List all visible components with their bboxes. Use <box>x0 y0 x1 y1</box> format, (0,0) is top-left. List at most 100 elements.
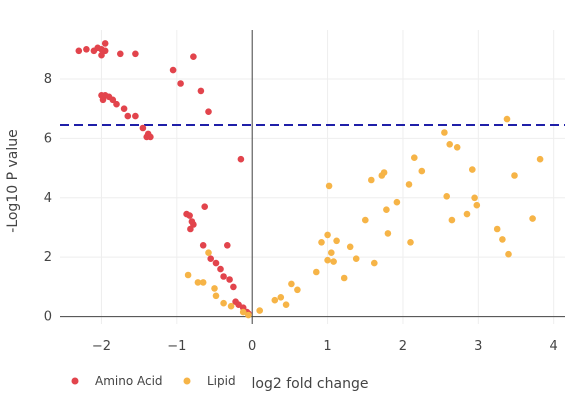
data-point <box>448 216 456 224</box>
x-tick-label: 3 <box>474 339 482 354</box>
y-tick-label: 8 <box>44 72 52 87</box>
x-tick-label: 4 <box>550 339 558 354</box>
tick-labels: −2 −1 0 1 2 3 4 0 2 4 6 8 <box>44 72 558 354</box>
data-point <box>101 47 109 55</box>
data-point <box>132 50 139 58</box>
data-point <box>211 285 218 292</box>
x-tick-label: −1 <box>167 339 186 354</box>
legend: Amino Acid Lipid <box>71 374 236 388</box>
data-point <box>205 108 212 115</box>
series-lipid <box>184 115 544 319</box>
data-point <box>294 286 301 294</box>
data-point <box>207 255 214 262</box>
y-tick-label: 4 <box>44 191 52 206</box>
data-point <box>333 237 340 245</box>
x-tick-label: −2 <box>92 339 111 354</box>
data-point <box>346 243 354 251</box>
data-point <box>330 258 337 265</box>
data-point <box>418 167 426 175</box>
legend-label: Amino Acid <box>95 374 163 388</box>
data-point <box>282 301 290 309</box>
data-point <box>362 216 369 224</box>
data-point <box>384 230 392 237</box>
legend-item[interactable]: Amino Acid <box>71 374 163 388</box>
data-point <box>190 53 197 60</box>
data-point <box>101 40 109 47</box>
data-point <box>224 242 231 249</box>
data-point <box>212 259 220 267</box>
data-point <box>139 124 147 132</box>
data-point <box>352 255 360 262</box>
zero-lines <box>60 30 565 324</box>
data-point <box>325 182 333 190</box>
data-point <box>143 133 150 141</box>
data-point <box>98 51 105 59</box>
legend-marker <box>183 377 191 385</box>
data-point <box>340 274 348 282</box>
data-point <box>277 294 285 301</box>
data-point <box>473 201 481 209</box>
data-point <box>411 154 418 161</box>
y-tick-label: 0 <box>44 310 52 325</box>
data-point <box>230 283 237 291</box>
data-point <box>75 47 83 55</box>
data-point <box>220 273 227 280</box>
data-point <box>324 231 331 239</box>
data-point <box>511 172 518 179</box>
data-point <box>239 308 247 316</box>
data-point <box>453 144 461 151</box>
data-point <box>471 194 478 202</box>
data-point <box>177 80 184 87</box>
data-point <box>405 181 413 188</box>
data-points <box>75 40 544 319</box>
data-point <box>132 112 139 120</box>
data-point <box>463 210 471 218</box>
data-point <box>493 225 501 233</box>
data-point <box>368 176 375 184</box>
data-point <box>371 259 378 267</box>
data-point <box>117 50 124 58</box>
legend-marker <box>71 377 79 385</box>
data-point <box>113 100 120 108</box>
data-point <box>184 271 192 279</box>
data-point <box>407 239 414 246</box>
data-point <box>499 236 506 243</box>
data-point <box>199 242 207 249</box>
y-tick-label: 2 <box>44 250 52 265</box>
x-tick-label: 1 <box>323 339 331 354</box>
data-point <box>199 279 207 286</box>
data-point <box>83 46 90 53</box>
data-point <box>324 256 331 264</box>
y-axis-title: -Log10 P value <box>5 129 21 232</box>
y-tick-label: 6 <box>44 131 52 146</box>
data-point <box>197 87 205 95</box>
data-point <box>271 296 279 304</box>
data-point <box>237 155 245 163</box>
data-point <box>187 225 194 233</box>
data-point <box>469 166 476 173</box>
data-point <box>212 292 220 300</box>
data-point <box>169 66 177 74</box>
data-point <box>227 302 235 310</box>
data-point <box>441 129 448 136</box>
data-point <box>256 307 264 314</box>
data-point <box>288 280 295 288</box>
data-point <box>318 239 325 246</box>
data-point <box>245 311 252 319</box>
legend-item[interactable]: Lipid <box>183 374 236 388</box>
data-point <box>186 212 193 219</box>
data-point <box>443 193 451 200</box>
x-axis-title: log2 fold change <box>252 376 369 392</box>
data-point <box>220 299 227 307</box>
data-point <box>328 249 335 256</box>
x-tick-label: 0 <box>248 339 256 354</box>
data-point <box>124 112 132 120</box>
legend-label: Lipid <box>207 374 236 388</box>
data-point <box>201 203 208 210</box>
data-point <box>446 141 454 148</box>
data-point <box>109 96 117 104</box>
data-point <box>226 276 233 283</box>
data-point <box>383 206 390 213</box>
